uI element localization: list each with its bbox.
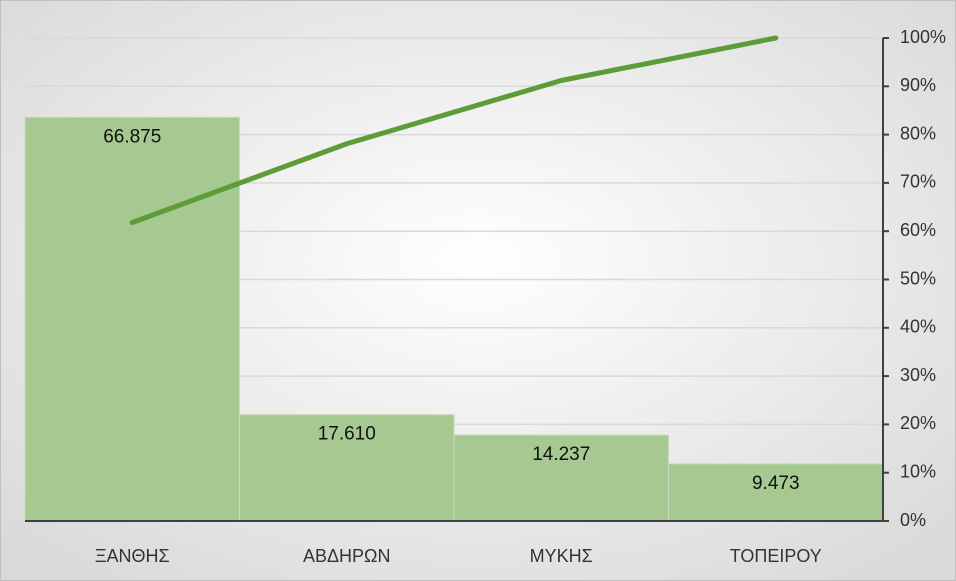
bar xyxy=(668,463,884,522)
y2-tick-label: 80% xyxy=(900,123,936,143)
x-tick-label: ΤΟΠΕΙΡΟΥ xyxy=(730,546,822,566)
y2-tick-label: 100% xyxy=(900,27,946,47)
x-tick-label: ΑΒΔΗΡΩΝ xyxy=(303,546,391,566)
y2-tick-label: 70% xyxy=(900,172,936,192)
x-tick-label: ΞΑΝΘΗΣ xyxy=(95,546,170,566)
y2-tick-label: 50% xyxy=(900,268,936,288)
y2-tick-label: 0% xyxy=(900,510,926,530)
data-label: 14.237 xyxy=(532,444,590,465)
y2-tick-label: 10% xyxy=(900,461,936,481)
bar xyxy=(453,434,669,522)
x-tick-label: ΜΥΚΗΣ xyxy=(530,546,593,566)
data-label: 17.610 xyxy=(318,424,376,445)
y2-tick-label: 40% xyxy=(900,317,936,337)
y2-tick-label: 90% xyxy=(900,75,936,95)
y2-tick-label: 20% xyxy=(900,413,936,433)
bar xyxy=(24,116,240,522)
line xyxy=(129,35,779,226)
y2-tick-label: 30% xyxy=(900,365,936,385)
data-label: 9.473 xyxy=(752,473,800,494)
data-label: 66.875 xyxy=(103,126,161,147)
y2-tick-label: 60% xyxy=(900,220,936,240)
